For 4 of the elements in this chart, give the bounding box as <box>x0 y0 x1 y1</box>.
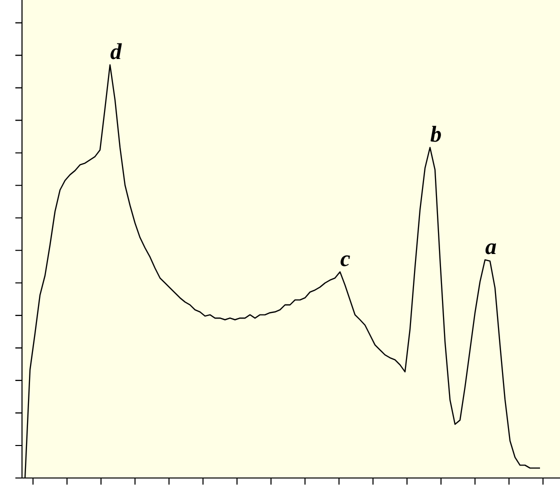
text: d <box>110 43 122 60</box>
annotation: a <box>486 243 496 254</box>
annotation: c <box>340 255 350 266</box>
annotation: b <box>430 126 441 142</box>
